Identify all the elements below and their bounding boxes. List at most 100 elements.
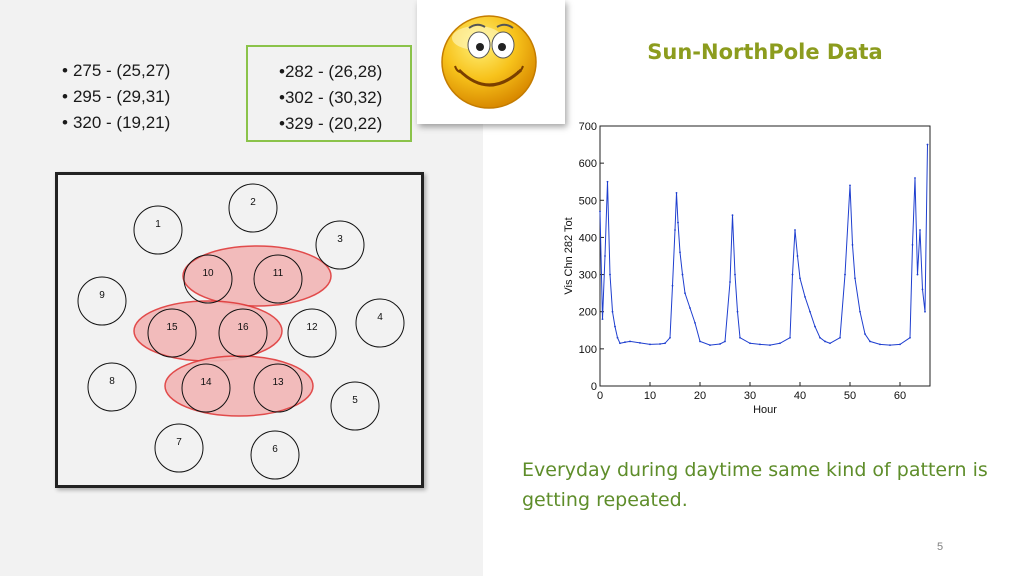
node-circle [183,254,233,304]
node-circle [228,183,278,233]
series-point [759,343,761,346]
node-circle [218,308,268,358]
node-circle [133,205,183,255]
highlighted-reading-list: 282 - (26,28) 302 - (30,32) 329 - (20,22… [279,59,382,137]
series-point [611,310,614,313]
series-point [844,273,846,276]
y-tick-label: 400 [579,232,597,244]
reading-item: 295 - (29,31) [62,84,170,110]
node-circle [330,381,380,431]
caption-text: Everyday during daytime same kind of pat… [522,459,988,511]
series-point [796,255,799,257]
series-point [849,184,851,187]
series-point [681,273,684,276]
series-point [616,336,619,339]
x-tick-label: 50 [844,390,856,402]
node-label: 11 [273,268,284,279]
series-point [669,336,671,339]
series-point [609,273,611,276]
series-point [599,210,601,213]
diagram-node: 9 [77,276,127,326]
x-tick-label: 20 [694,390,706,402]
series-point [791,273,794,276]
highlight-ellipse [133,300,283,362]
series-point [854,277,856,280]
series-point [709,344,711,347]
node-label: 14 [200,377,212,388]
highlighted-reading-item: 329 - (20,22) [279,111,382,137]
diagram-node: 15 [147,308,197,358]
node-circle [147,308,197,358]
series-point [684,292,686,295]
y-tick-label: 200 [579,307,597,319]
series-point [731,214,734,217]
highlighted-reading-box: 282 - (26,28) 302 - (30,32) 329 - (20,22… [246,45,412,142]
series-point [889,344,891,347]
node-diagram: 1 2 3 4 5 6 7 8 9 10 11 12 13 14 15 16 [55,172,424,488]
y-tick-label: 700 [579,121,597,133]
diagram-node: 8 [87,362,137,412]
x-axis: 0 10 20 30 40 50 60 [597,382,906,402]
series-point [624,341,626,344]
y-tick-label: 500 [579,195,597,207]
node-label: 7 [176,437,182,448]
series-point [789,336,791,339]
node-circle [355,298,405,348]
highlighted-reading-item: 302 - (30,32) [279,85,382,111]
node-circle [315,220,365,270]
series-point [851,243,854,246]
series-point [671,284,674,287]
node-label: 15 [166,322,178,333]
series-point [916,273,919,276]
y-tick-label: 0 [591,381,597,393]
series-point [794,229,796,231]
highlighted-reading-item: 282 - (26,28) [279,59,382,85]
node-label: 6 [272,444,278,455]
series-point [879,343,881,346]
series-point [675,191,678,194]
node-circle [253,254,303,304]
node-label: 10 [202,268,214,279]
x-tick-label: 40 [794,390,806,402]
series-point [919,229,921,231]
reading-item: 275 - (25,27) [62,58,170,84]
series-point [819,336,821,339]
highlight-ellipse [164,355,314,417]
diagram-node: 1 [133,205,183,255]
plot-frame [599,125,931,387]
node-circle [181,363,231,413]
series-point [769,344,771,347]
smiley-face-icon [441,15,537,109]
series-point [639,342,641,344]
node-label: 16 [237,322,249,333]
diagram-node: 11 [253,254,303,304]
x-tick-label: 10 [644,390,656,402]
diagram-node: 7 [154,423,204,473]
node-label: 3 [337,234,343,245]
y-tick-label: 100 [579,344,597,356]
series-point [829,342,831,345]
series-point [859,310,861,313]
series-point [619,342,621,345]
y-tick-label: 600 [579,158,597,170]
series-point [924,310,926,313]
diagram-node: 2 [228,183,278,233]
series-point [864,333,866,335]
diagram-node: 10 [183,254,233,304]
series-point [814,325,816,328]
slide-title: Sun-NorthPole Data [647,40,883,64]
series-point [729,281,731,283]
diagram-node: 4 [355,298,405,348]
series-line [599,144,928,346]
series-point [601,318,604,321]
series-point [677,221,679,224]
sun-northpole-chart: 0 100 200 300 400 500 600 700 0 10 20 30 40 50 60 Hou… [563,121,931,416]
diagram-node: 3 [315,220,365,270]
diagram-node: 6 [250,430,300,480]
series-point [734,273,736,276]
node-circle [77,276,127,326]
series-point [739,336,741,339]
node-label: 8 [109,376,115,387]
series-point [909,336,911,339]
